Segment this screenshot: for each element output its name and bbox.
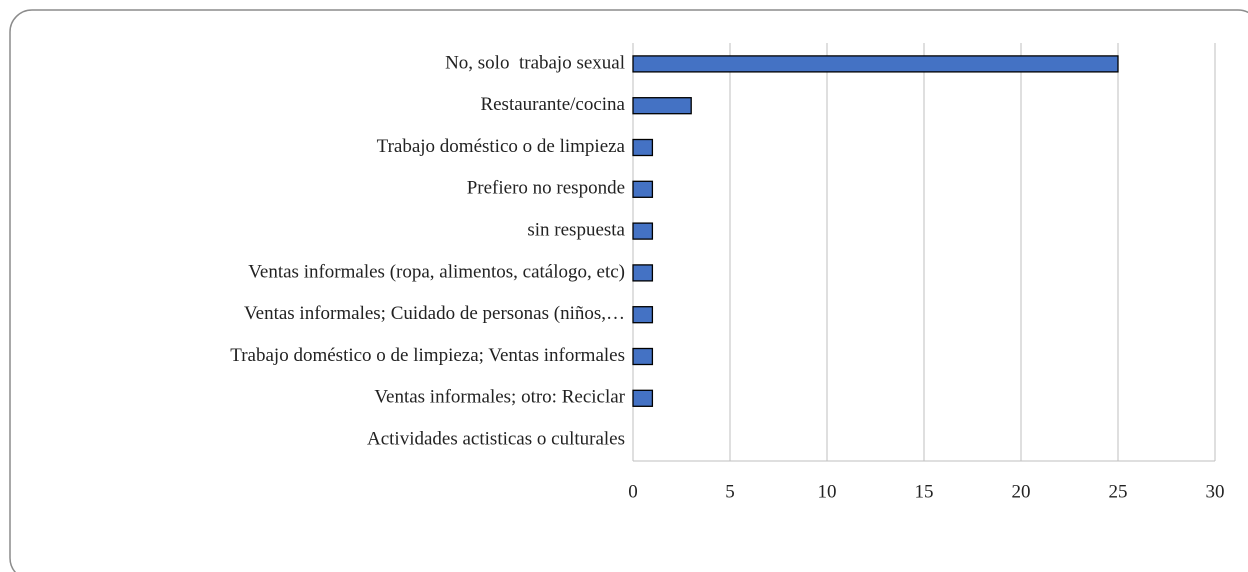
bar bbox=[632, 306, 654, 324]
bar bbox=[632, 347, 654, 366]
bar bbox=[632, 180, 654, 198]
x-tick-label: 15 bbox=[915, 481, 934, 502]
x-tick-label: 25 bbox=[1109, 481, 1128, 502]
x-tick-label: 10 bbox=[818, 481, 837, 502]
x-tick-label: 30 bbox=[1206, 481, 1225, 502]
bar bbox=[632, 97, 692, 115]
y-tick-label: Trabajo doméstico o de limpieza; Ventas … bbox=[230, 345, 625, 366]
x-tick-label: 5 bbox=[725, 481, 735, 502]
bar bbox=[632, 222, 654, 240]
y-tick-label: Trabajo doméstico o de limpieza bbox=[377, 136, 626, 157]
y-tick-label: No, solo trabajo sexual bbox=[445, 52, 625, 73]
y-tick-label: Ventas informales; otro: Reciclar bbox=[374, 387, 625, 408]
bar bbox=[632, 138, 654, 157]
x-tick-label: 0 bbox=[628, 481, 638, 502]
x-tick-label: 20 bbox=[1012, 481, 1031, 502]
y-tick-label: Prefiero no responde bbox=[467, 178, 625, 199]
bar bbox=[632, 389, 654, 407]
bar bbox=[632, 264, 654, 282]
y-tick-label: Ventas informales; Cuidado de personas (… bbox=[244, 303, 625, 324]
y-tick-label: Actividades actisticas o culturales bbox=[367, 428, 625, 449]
bar bbox=[632, 55, 1119, 73]
y-tick-label: Restaurante/cocina bbox=[480, 94, 625, 115]
chart-frame bbox=[9, 9, 1248, 572]
y-tick-label: sin respuesta bbox=[527, 219, 625, 240]
y-tick-label: Ventas informales (ropa, alimentos, catá… bbox=[248, 261, 625, 282]
